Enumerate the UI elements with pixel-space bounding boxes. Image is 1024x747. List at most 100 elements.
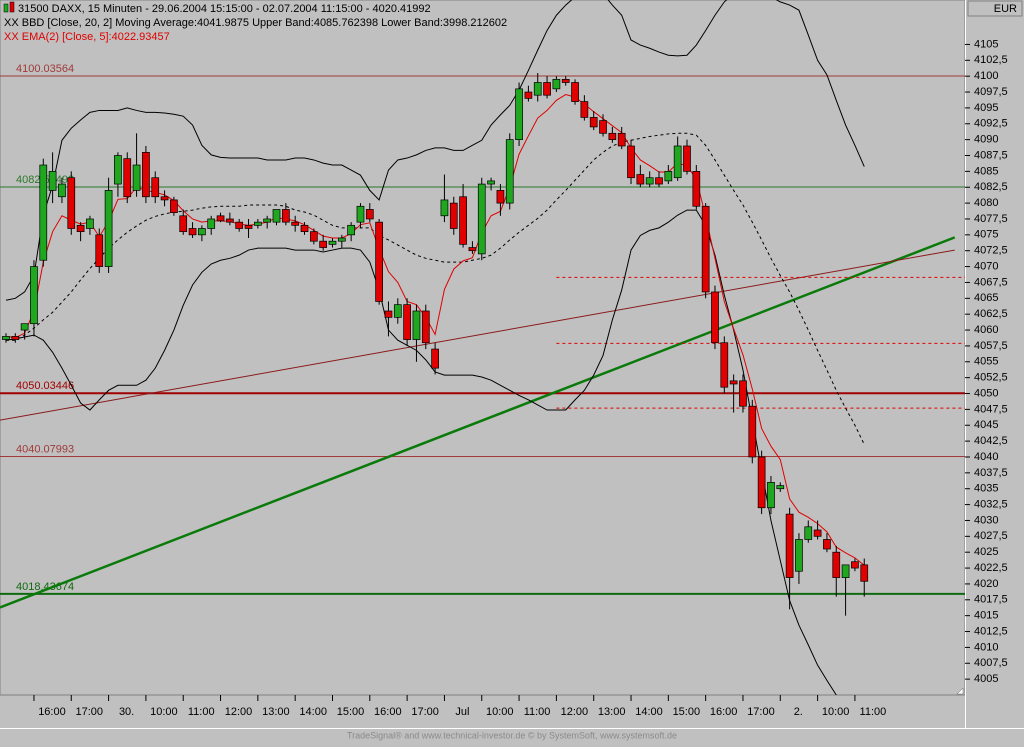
candle-body [30, 266, 38, 325]
y-tick-label: 4005 [974, 673, 998, 685]
candle-body [421, 310, 430, 344]
candle-body [711, 291, 719, 344]
x-tick-label: 16:00 [710, 706, 738, 718]
y-tick-label: 4050 [974, 387, 998, 399]
candle-body [384, 310, 393, 318]
candle-body [645, 177, 654, 185]
level-label: 4040.07993 [16, 443, 74, 455]
x-tick-label: 17:00 [411, 706, 439, 718]
y-tick-label: 4015 [974, 610, 998, 622]
x-tick-label: 13:00 [598, 706, 626, 718]
candle-body [412, 310, 421, 340]
candle-body [86, 218, 94, 229]
candle-body [692, 171, 701, 207]
trend-line [0, 249, 955, 421]
candle-body [627, 145, 635, 179]
candle-body [179, 215, 188, 233]
y-tick-label: 4032,5 [974, 498, 1008, 510]
x-tick-label: 14:00 [299, 706, 327, 718]
y-tick-label: 4082,5 [974, 181, 1008, 193]
candle-body [67, 177, 76, 229]
y-tick-label: 4035 [974, 483, 998, 495]
candle-body [729, 380, 738, 385]
candle-body [739, 380, 747, 407]
x-tick-label: Jul [455, 706, 469, 718]
candle-body [226, 218, 234, 223]
y-tick-label: 4077,5 [974, 213, 1008, 225]
candle-body [617, 132, 626, 147]
candle-body [561, 78, 570, 83]
y-tick-label: 4057,5 [974, 340, 1008, 352]
candle-body [198, 228, 206, 236]
candle-body [20, 323, 29, 331]
candle-body [235, 221, 244, 229]
candle-body [188, 228, 197, 236]
candle-body [244, 224, 253, 229]
y-tick-label: 4095 [974, 102, 998, 114]
plot: 4100.035644082.544924050.034464040.07993… [0, 0, 965, 695]
y-tick-label: 4085 [974, 165, 998, 177]
x-tick-label: 14:00 [635, 706, 663, 718]
candle-body [832, 551, 841, 578]
candle-body [142, 151, 150, 198]
y-tick-label: 4025 [974, 546, 998, 558]
x-tick-label: 16:00 [374, 706, 402, 718]
candle-body [76, 224, 85, 233]
candle-body [804, 526, 813, 540]
indicator-line [5, 132, 865, 445]
y-tick-label: 4090 [974, 134, 998, 146]
x-tick-label: 10:00 [150, 706, 178, 718]
candle-body [608, 132, 617, 140]
icon [3, 3, 9, 13]
y-tick-label: 4102,5 [974, 54, 1008, 66]
currency-box [967, 0, 1023, 17]
candle-body [748, 405, 757, 458]
y-tick-label: 4047,5 [974, 403, 1008, 415]
candle-body [785, 513, 794, 578]
y-tick-label: 4055 [974, 356, 998, 368]
x-tick-label: 11:00 [860, 706, 887, 718]
overlay: 31500 DAXX, 15 Minuten - 29.06.2004 15:1… [3, 1, 964, 695]
candle-body [337, 237, 346, 242]
candle-body [860, 564, 869, 582]
y-tick-label: 4052,5 [974, 372, 1008, 384]
candle-body [254, 221, 262, 226]
trend-line [0, 236, 956, 609]
y-tick-label: 4060 [974, 324, 998, 336]
candle-body [2, 336, 10, 340]
candle-body [319, 240, 328, 248]
x-tick-label: 10:00 [486, 706, 514, 718]
y-tick-label: 4100 [974, 70, 998, 82]
candle-body [477, 183, 486, 255]
candle-body [795, 539, 803, 572]
candle-body [347, 224, 355, 236]
plot-area [0, 0, 966, 696]
x-tick-label: 17:00 [747, 706, 775, 718]
x-tick-label: 11:00 [188, 706, 215, 718]
candle-body [356, 205, 365, 223]
candle-body [151, 177, 160, 198]
x-tick-label: 11:00 [524, 706, 551, 718]
y-tick-label: 4065 [974, 292, 998, 304]
footer: TradeSignal® and www.technical-investor.… [347, 730, 677, 740]
candle-body [95, 234, 104, 267]
y-tick-label: 4072,5 [974, 245, 1008, 257]
candle-body [281, 209, 290, 223]
candle-body [440, 199, 449, 217]
y-tick-label: 4062,5 [974, 308, 1008, 320]
candle-body [459, 196, 467, 245]
y-tick-label: 4070 [974, 260, 998, 272]
candle-body [58, 183, 66, 198]
y-tick-label: 4010 [974, 641, 998, 653]
candle-body [543, 82, 551, 96]
candle-body [580, 101, 589, 118]
candle-body [673, 145, 682, 179]
candle-body [776, 485, 785, 490]
x-tick-label: 13:00 [262, 706, 290, 718]
y-tick-label: 4092,5 [974, 118, 1008, 130]
y-tick-label: 4067,5 [974, 276, 1008, 288]
x-tick-label: 16:00 [38, 706, 66, 718]
level-label: 4100.03564 [16, 63, 74, 75]
candle-body [515, 88, 523, 140]
